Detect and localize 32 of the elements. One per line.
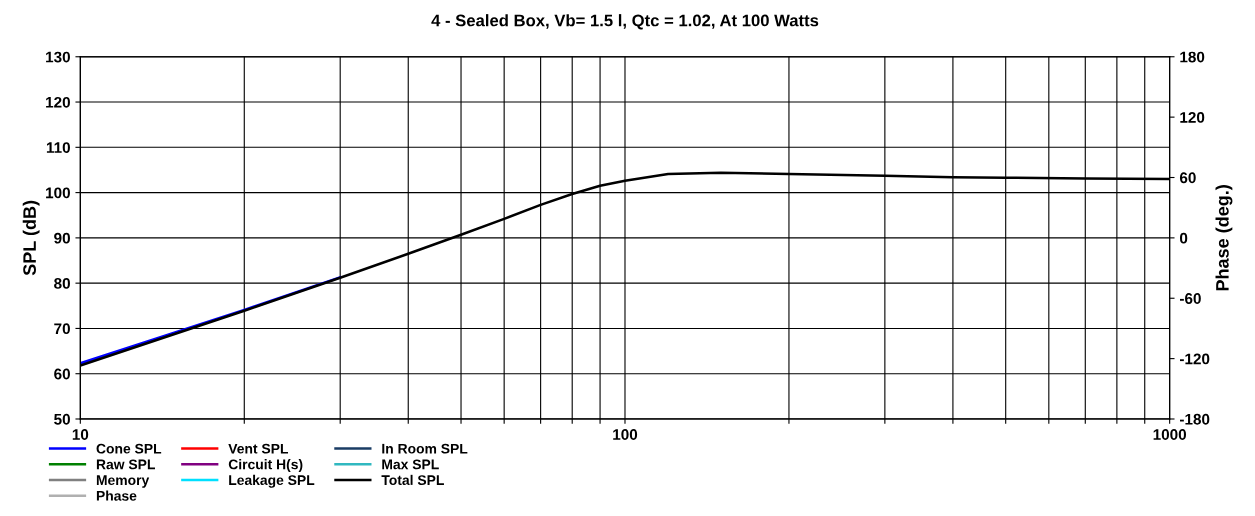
y2-tick-label: 0 xyxy=(1179,232,1188,244)
y-tick-label: 80 xyxy=(54,278,70,289)
y2-tick-label: -60 xyxy=(1179,293,1201,304)
y2-axis-title: Phase (deg.) xyxy=(1215,185,1233,291)
legend-label: Leakage SPL xyxy=(229,474,315,488)
y2-tick-label: -120 xyxy=(1179,353,1210,365)
y-axis-title: SPL (dB) xyxy=(22,200,40,276)
y-tick-label: 110 xyxy=(46,142,70,153)
legend-label: Total SPL xyxy=(381,474,444,486)
y-tick-label: 90 xyxy=(54,232,70,244)
y2-tick-label: 60 xyxy=(1179,172,1196,184)
y2-tick-label: -180 xyxy=(1179,413,1210,425)
legend-label: Raw SPL xyxy=(96,459,155,470)
legend-label: Max SPL xyxy=(382,459,439,470)
y-tick-label: 100 xyxy=(46,187,70,199)
x-tick-label: 10 xyxy=(72,429,89,440)
legend-label: Cone SPL xyxy=(96,443,162,454)
y2-tick-label: 120 xyxy=(1180,112,1205,123)
legend-label: In Room SPL xyxy=(382,443,468,454)
y-tick-label: 120 xyxy=(46,96,70,108)
y-tick-label: 60 xyxy=(54,368,70,380)
y-tick-label: 70 xyxy=(54,323,70,335)
legend-label: Memory xyxy=(96,475,150,488)
chart-title: 4 - Sealed Box, Vb= 1.5 l, Qtc = 1.02, At 100 Watts xyxy=(431,14,819,30)
y-tick-label: 130 xyxy=(46,51,70,63)
legend-label: Phase xyxy=(96,490,137,501)
y2-tick-label: 180 xyxy=(1180,51,1205,63)
legend-label: Vent SPL xyxy=(228,443,289,454)
x-tick-label: 100 xyxy=(613,429,638,440)
legend-label: Circuit H(s) xyxy=(228,459,303,473)
y-tick-label: 50 xyxy=(54,413,70,425)
x-tick-label: 1000 xyxy=(1153,429,1187,440)
